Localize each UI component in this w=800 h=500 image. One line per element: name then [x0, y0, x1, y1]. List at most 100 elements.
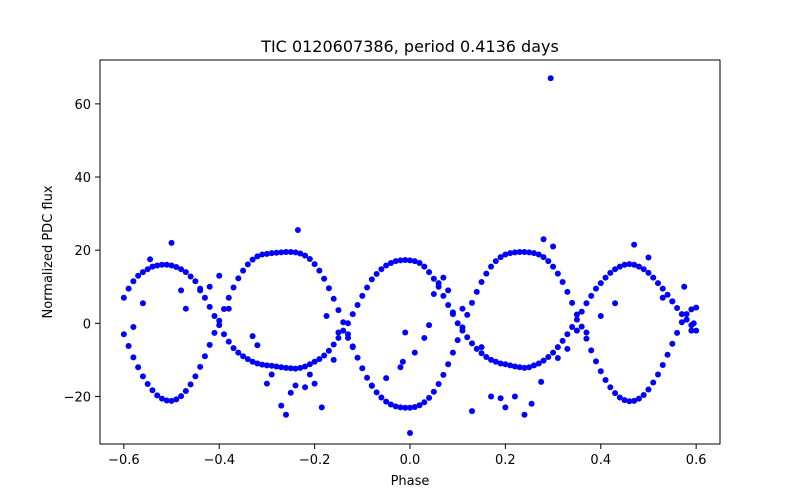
data-point [426, 394, 433, 401]
data-point [178, 287, 185, 294]
data-point [364, 374, 371, 381]
data-point [612, 390, 619, 397]
data-point [593, 285, 599, 292]
data-point [421, 399, 428, 406]
data-point [469, 299, 475, 306]
data-point [607, 384, 614, 391]
data-point [182, 387, 189, 394]
data-point [411, 258, 418, 265]
data-point [292, 382, 299, 389]
data-point [263, 362, 270, 369]
data-point [139, 373, 146, 380]
data-point [221, 306, 227, 313]
data-point [311, 380, 318, 387]
data-point [173, 396, 180, 403]
data-point [182, 269, 189, 276]
data-point [268, 371, 275, 378]
data-point [547, 75, 554, 82]
data-point [383, 262, 390, 269]
data-point [278, 364, 285, 371]
y-axis-ticks: −20 0 20 40 60 [64, 98, 100, 405]
data-point [564, 331, 571, 338]
data-point [445, 287, 452, 294]
data-point [263, 380, 270, 387]
data-point [554, 344, 561, 351]
data-point [430, 388, 437, 395]
data-point [120, 331, 127, 338]
x-tick-label: 0.6 [686, 453, 707, 468]
data-point [659, 285, 666, 292]
data-point [588, 347, 595, 354]
data-point [416, 402, 423, 409]
data-point [211, 329, 218, 336]
data-point [631, 241, 638, 248]
data-point [407, 404, 413, 411]
data-point [435, 280, 442, 287]
data-point [593, 358, 599, 365]
data-point [197, 287, 204, 294]
data-point [626, 261, 633, 268]
data-point [173, 263, 180, 270]
data-point [678, 311, 685, 318]
data-point [440, 292, 447, 299]
data-point [268, 362, 275, 369]
data-point [392, 403, 399, 410]
data-point [225, 294, 232, 301]
data-point [349, 311, 356, 318]
data-point [178, 393, 185, 400]
data-point [154, 392, 161, 399]
data-point [483, 270, 490, 277]
data-point [244, 261, 251, 268]
data-point [325, 347, 332, 354]
data-point [345, 320, 351, 327]
x-tick-label: −0.4 [203, 453, 235, 468]
data-point [621, 397, 628, 404]
data-point [488, 356, 495, 363]
data-point [263, 250, 270, 257]
data-point [120, 294, 127, 301]
data-point [464, 311, 471, 318]
data-point [349, 344, 356, 351]
data-point [225, 305, 232, 312]
data-point [306, 255, 313, 262]
data-point [454, 320, 461, 327]
data-point [235, 275, 242, 282]
data-point [602, 377, 609, 383]
data-point [445, 302, 452, 309]
data-point [607, 269, 614, 276]
data-point [511, 393, 518, 400]
data-point [597, 313, 604, 319]
data-point [311, 358, 318, 365]
data-point [521, 249, 528, 255]
data-point [564, 288, 571, 295]
data-point [655, 371, 661, 378]
data-point [201, 294, 208, 301]
data-point [387, 401, 394, 408]
data-point [283, 364, 289, 371]
data-point [368, 276, 375, 283]
data-point [693, 327, 700, 334]
x-tick-label: 0.2 [495, 453, 516, 468]
data-point [397, 364, 404, 371]
data-point [573, 316, 580, 323]
data-point [206, 283, 213, 290]
data-point [407, 430, 413, 437]
y-tick-label: −20 [64, 390, 91, 405]
data-point [421, 334, 428, 341]
data-point [674, 329, 681, 336]
data-points [120, 75, 700, 437]
data-point [645, 254, 652, 261]
data-point [650, 379, 657, 386]
data-point [459, 327, 466, 334]
data-point [659, 362, 666, 369]
data-point [426, 269, 433, 276]
data-point [674, 304, 681, 311]
data-point [335, 329, 342, 336]
data-point [294, 227, 301, 234]
data-point [693, 304, 700, 311]
data-point [492, 258, 499, 265]
data-point [147, 256, 154, 263]
data-point [597, 368, 604, 375]
data-point [583, 329, 590, 336]
data-point [573, 327, 580, 334]
